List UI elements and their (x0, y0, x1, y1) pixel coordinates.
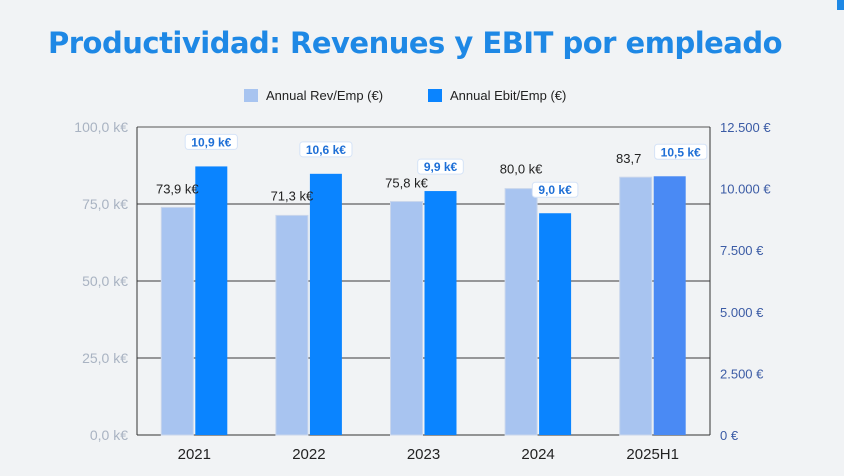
x-tick-label: 2024 (521, 446, 554, 463)
data-label-ebit-2023: 9,9 k€ (424, 160, 458, 174)
data-label-ebit-bg-2023 (417, 158, 464, 175)
bar-ebit-2021 (195, 166, 228, 435)
y-right-tick-label: 5.000 € (720, 305, 764, 320)
bar-ebit-2025H1 (653, 176, 686, 435)
data-label-ebit-2022: 10,6 k€ (306, 143, 346, 157)
bar-rev-2023 (390, 201, 423, 436)
legend-swatch-rev (244, 89, 258, 102)
data-label-ebit-bg-2025H1 (654, 143, 708, 160)
x-tick-label: 2023 (407, 446, 440, 463)
data-label-ebit-2021: 10,9 k€ (191, 135, 231, 149)
legend-label-ebit: Annual Ebit/Emp (€) (450, 88, 566, 103)
data-label-rev-2021: 73,9 k€ (156, 181, 199, 196)
y-right-tick-label: 0 € (720, 428, 739, 443)
data-label-ebit-bg-2022 (299, 141, 353, 158)
y-left-tick-label: 50,0 k€ (82, 273, 128, 289)
y-right-tick-label: 10.000 € (720, 182, 771, 197)
y-right-tick-label: 7.500 € (720, 243, 764, 258)
legend-swatch-ebit (428, 89, 442, 102)
bar-rev-2021 (160, 206, 194, 436)
data-label-ebit-2025H1: 10,5 k€ (661, 145, 701, 159)
chart-title: Productividad: Revenues y EBIT por emple… (48, 26, 783, 60)
x-tick-label: 2022 (292, 446, 325, 463)
data-label-rev-2023: 75,8 k€ (385, 176, 428, 191)
bar-rev-2024 (504, 188, 538, 436)
bar-ebit-2024 (539, 213, 572, 435)
data-label-ebit-bg-2021 (184, 133, 238, 150)
data-label-ebit-bg-2024 (531, 181, 579, 198)
bar-ebit-2023 (424, 191, 457, 435)
y-left-tick-label: 100,0 k€ (74, 119, 128, 135)
corner-accent (837, 0, 844, 10)
bar-rev-2025H1 (619, 176, 653, 436)
data-label-rev-2022: 71,3 k€ (271, 188, 314, 203)
bar-ebit-2022 (309, 173, 342, 436)
y-right-tick-label: 2.500 € (720, 366, 764, 381)
x-tick-label: 2021 (178, 446, 211, 463)
data-label-ebit-2024: 9,0 k€ (538, 183, 572, 197)
data-label-rev-2025H1: 83,7 (616, 151, 641, 166)
y-right-tick-label: 12.500 € (720, 120, 771, 135)
y-left-tick-label: 75,0 k€ (82, 196, 128, 212)
legend-label-rev: Annual Rev/Emp (€) (266, 88, 383, 103)
data-label-rev-2024: 80,0 k€ (500, 162, 543, 177)
y-left-tick-label: 0,0 k€ (90, 427, 128, 443)
y-left-tick-label: 25,0 k€ (82, 350, 128, 366)
x-tick-label: 2025H1 (626, 446, 679, 463)
bar-rev-2022 (275, 214, 309, 436)
